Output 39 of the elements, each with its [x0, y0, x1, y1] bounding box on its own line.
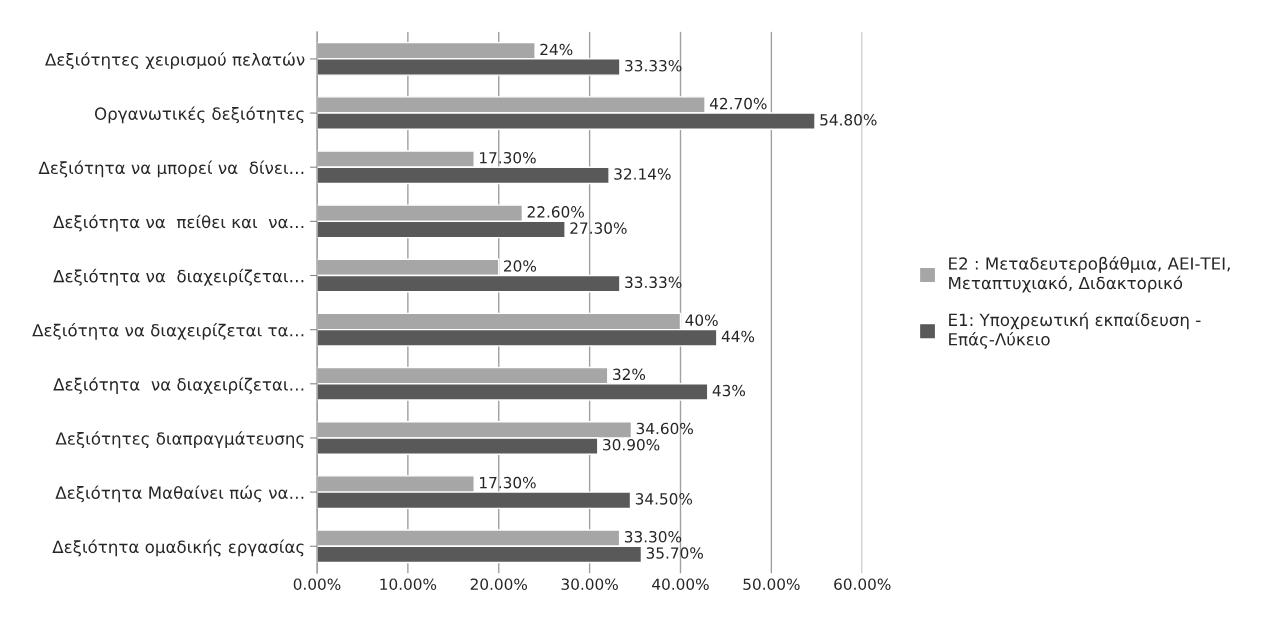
y-tick-label: Δεξιότητα να διαχειρίζεται… — [53, 377, 304, 394]
data-label: 40% — [685, 314, 718, 326]
data-label: 54.80% — [820, 114, 877, 126]
data-label: 42.70% — [709, 97, 767, 110]
y-tick-label: Οργανωτικές δεξιότητες — [94, 106, 304, 124]
y-tick-label: Δεξιότητα Μαθαίνει πώς να… — [55, 485, 304, 503]
data-label: 33.33% — [625, 276, 682, 289]
data-label: 30.90% — [603, 438, 660, 451]
data-label: 44% — [721, 330, 755, 343]
data-label: 24% — [540, 43, 573, 56]
x-tick-label: 30.00% — [561, 578, 618, 590]
y-tick-label: Δεξιότητα να διαχειρίζεται τα… — [32, 322, 304, 340]
legend-label: E1: Υποχρεωτική εκπαίδευση - Επάς-Λύκειο — [949, 312, 1201, 349]
y-tick-label: Δεξιότητα να πείθει και να… — [53, 214, 304, 232]
y-tick-label: Δεξιότητες χειρισμού πελατών — [45, 52, 305, 70]
data-label: 22.60% — [527, 206, 584, 218]
x-tick-label: 40.00% — [652, 578, 709, 590]
data-label: 20% — [504, 260, 537, 272]
x-tick-label: 50.00% — [743, 578, 800, 590]
data-label: 33.30% — [624, 530, 682, 543]
x-tick-label: 60.00% — [834, 578, 891, 590]
y-tick-label: Δεξιότητα ομαδικής εργασίας — [52, 539, 304, 557]
data-label: 17.30% — [480, 476, 536, 489]
data-label: 32% — [613, 368, 646, 381]
data-label: 34.50% — [635, 493, 693, 505]
data-label: 27.30% — [570, 222, 627, 234]
x-tick-label: 20.00% — [470, 578, 528, 590]
x-tick-label: 0.00% — [293, 578, 341, 590]
y-tick-label: Δεξιότητα να μπορεί να δίνει… — [38, 160, 304, 178]
y-tick-label: Δεξιότητες διαπραγμάτευσης — [55, 431, 304, 449]
data-label: 35.70% — [646, 547, 703, 559]
x-tick-label: 10.00% — [380, 578, 437, 590]
legend-label: E2 : Μεταδευτεροβάθμια, ΑΕΙ-ΤΕΙ, Μεταπτυχιακό, Διδακτορικό — [949, 256, 1230, 293]
data-label: 43% — [712, 384, 746, 397]
data-label: 34.60% — [636, 422, 693, 435]
data-label: 17.30% — [480, 151, 536, 164]
y-tick-label: Δεξιότητα να διαχειρίζεται… — [53, 268, 304, 286]
data-label: 33.33% — [625, 59, 682, 72]
data-label: 32.14% — [614, 168, 671, 180]
